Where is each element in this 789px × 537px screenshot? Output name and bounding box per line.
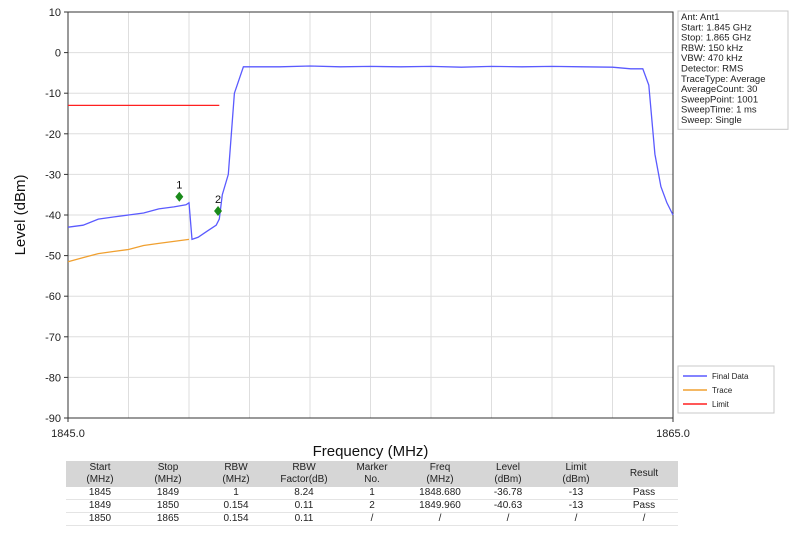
table-cell: 8.24 bbox=[270, 487, 338, 500]
info-line: RBW: 150 kHz bbox=[681, 43, 743, 54]
table-cell: 1849.960 bbox=[406, 499, 474, 513]
table-cell: 1 bbox=[338, 487, 406, 500]
info-line: Start: 1.845 GHz bbox=[681, 22, 752, 33]
table-cell: Pass bbox=[610, 499, 678, 513]
table-cell: / bbox=[474, 512, 542, 526]
y-tick-label: -80 bbox=[45, 372, 61, 384]
y-tick-label: 0 bbox=[55, 48, 61, 60]
y-tick-label: -10 bbox=[45, 88, 61, 100]
info-line: TraceType: Average bbox=[681, 74, 766, 85]
table-header-row: Start (MHz) Stop (MHz) RBW (MHz) RBW Factor(dB)… bbox=[66, 461, 678, 487]
result-table: Start (MHz) Stop (MHz) RBW (MHz) RBW Factor(dB)… bbox=[66, 461, 678, 526]
y-tick-label: -40 bbox=[45, 210, 61, 222]
table-body: 1845 1849 1 8.24 1 1848.680 -36.78 -13 Pass 1849 1… bbox=[66, 487, 678, 526]
table-cell: 1850 bbox=[66, 512, 134, 526]
table-header-cell: Limit (dBm) bbox=[542, 461, 610, 487]
table-row: 1849 1850 0.154 0.11 2 1849.960 -40.63 -13 Pass bbox=[66, 499, 678, 513]
table-cell: 1845 bbox=[66, 487, 134, 500]
table-cell: 1865 bbox=[134, 512, 202, 526]
table-cell: -36.78 bbox=[474, 487, 542, 500]
table-header-cell: RBW (MHz) bbox=[202, 461, 270, 487]
x-tick-label: 1845.0 bbox=[51, 428, 85, 440]
table-cell: / bbox=[406, 512, 474, 526]
series-final-data-line bbox=[67, 65, 674, 241]
series-trace-line bbox=[67, 238, 190, 263]
table-cell: -13 bbox=[542, 499, 610, 513]
x-axis-ticks: 1845.0 1865.0 bbox=[51, 418, 690, 440]
table-header-cell: Marker No. bbox=[338, 461, 406, 487]
table-header-cell: Level (dBm) bbox=[474, 461, 542, 487]
marker-2-label: 2 bbox=[215, 194, 221, 206]
marker-2-point bbox=[214, 205, 223, 216]
grid bbox=[68, 11, 673, 419]
marker-1-label: 1 bbox=[176, 180, 182, 192]
series-lines bbox=[67, 65, 674, 263]
y-axis-title: Level (dBm) bbox=[12, 175, 29, 256]
info-line: SweepTime: 1 ms bbox=[681, 105, 757, 116]
table-cell: 0.154 bbox=[202, 512, 270, 526]
y-tick-label: -20 bbox=[45, 129, 61, 141]
table-header-cell: RBW Factor(dB) bbox=[270, 461, 338, 487]
info-line: Sweep: Single bbox=[681, 115, 742, 126]
y-axis-ticks: 10 0 -10 -20 -30 -40 -50 -60 -70 -80 -90 bbox=[45, 7, 68, 425]
info-line: SweepPoint: 1001 bbox=[681, 94, 758, 105]
y-tick-label: -70 bbox=[45, 332, 61, 344]
table-cell: / bbox=[542, 512, 610, 526]
info-line: Detector: RMS bbox=[681, 64, 743, 75]
info-line: AverageCount: 30 bbox=[681, 84, 757, 95]
table-header-cell: Start (MHz) bbox=[66, 461, 134, 487]
table-cell: 1849 bbox=[134, 487, 202, 500]
y-tick-label: 10 bbox=[49, 7, 61, 19]
table-cell: 1850 bbox=[134, 499, 202, 513]
legend-label: Final Data bbox=[712, 372, 749, 381]
info-line: VBW: 470 kHz bbox=[681, 53, 743, 64]
table-cell: 2 bbox=[338, 499, 406, 513]
legend-label: Limit bbox=[712, 400, 730, 409]
info-line: Stop: 1.865 GHz bbox=[681, 33, 751, 44]
table-cell: / bbox=[338, 512, 406, 526]
table-cell: 0.11 bbox=[270, 512, 338, 526]
table-cell: Pass bbox=[610, 487, 678, 500]
table-cell: 0.11 bbox=[270, 499, 338, 513]
table-cell: / bbox=[610, 512, 678, 526]
x-axis-title: Frequency (MHz) bbox=[313, 443, 429, 460]
table-cell: 1 bbox=[202, 487, 270, 500]
info-box-frame bbox=[677, 10, 789, 130]
table-cell: 1849 bbox=[66, 499, 134, 513]
y-tick-label: -60 bbox=[45, 291, 61, 303]
legend: Final Data Trace Limit bbox=[677, 365, 775, 414]
table-header-cell: Freq (MHz) bbox=[406, 461, 474, 487]
table-row: 1845 1849 1 8.24 1 1848.680 -36.78 -13 Pass bbox=[66, 487, 678, 500]
table-header-cell: Result bbox=[610, 461, 678, 487]
y-tick-label: -90 bbox=[45, 413, 61, 425]
legend-label: Trace bbox=[712, 386, 733, 395]
table-header-cell: Stop (MHz) bbox=[134, 461, 202, 487]
info-line: Ant: Ant1 bbox=[681, 12, 720, 23]
table-cell: 0.154 bbox=[202, 499, 270, 513]
table-row: 1850 1865 0.154 0.11// / / / bbox=[66, 512, 678, 526]
y-tick-label: -50 bbox=[45, 251, 61, 263]
y-tick-label: -30 bbox=[45, 169, 61, 181]
table-cell: -40.63 bbox=[474, 499, 542, 513]
marker-1-point bbox=[175, 191, 184, 202]
markers: 12 bbox=[175, 180, 223, 216]
table-cell: 1848.680 bbox=[406, 487, 474, 500]
table-cell: -13 bbox=[542, 487, 610, 500]
spectrum-chart: 10 0 -10 -20 -30 -40 -50 -60 -70 -80 -90 1845.0 186… bbox=[12, 7, 789, 460]
x-tick-label: 1865.0 bbox=[656, 428, 690, 440]
